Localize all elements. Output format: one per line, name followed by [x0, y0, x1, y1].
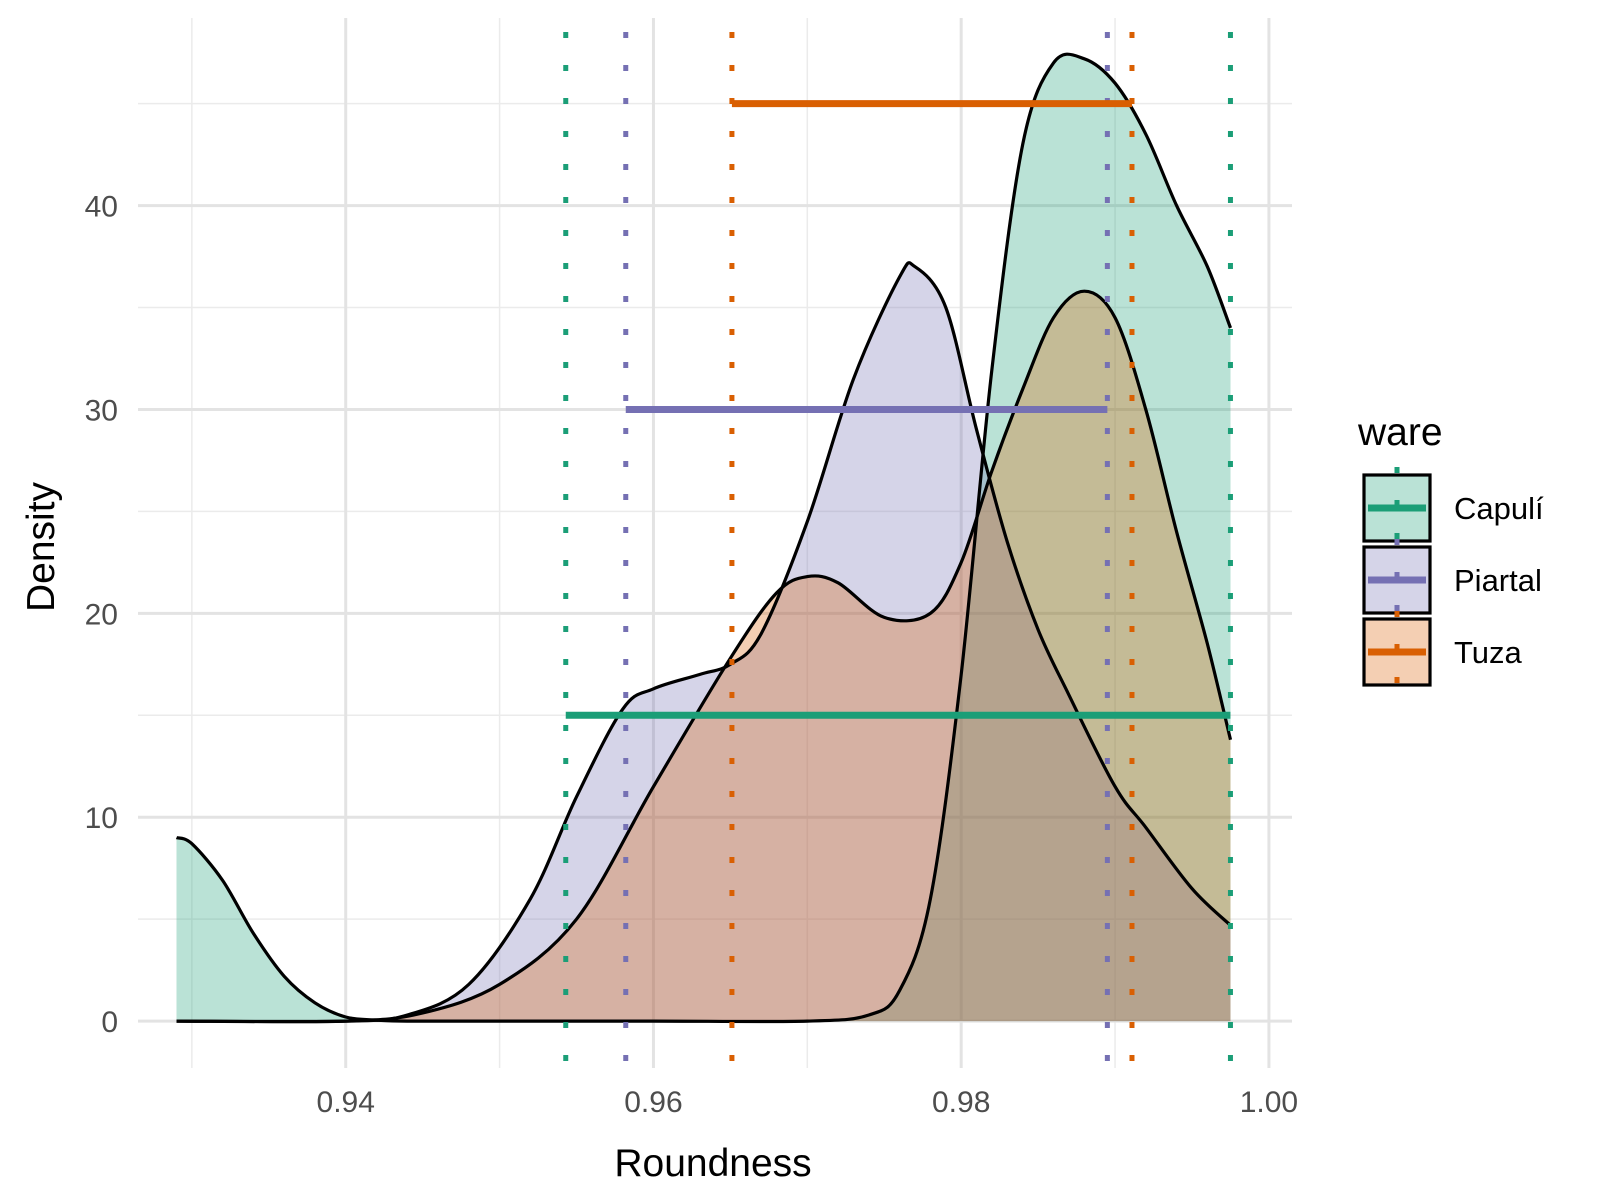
density-area-piartal: [176, 262, 1231, 1022]
legend: ware Capulí Piartal Tuza: [1357, 411, 1544, 693]
density-line-piartal: [176, 261, 1232, 1024]
y-tick-label: 20: [85, 598, 118, 631]
interval-vline-layer: [563, 32, 1233, 1068]
density-line-capulí: [175, 52, 1232, 1024]
y-tick-label: 40: [85, 191, 118, 224]
density-area-layer: [176, 54, 1231, 1022]
legend-title: ware: [1357, 411, 1443, 454]
density-area-tuza: [176, 291, 1231, 1022]
y-tick-label: 0: [101, 1006, 118, 1039]
legend-label-capulí: Capulí: [1454, 491, 1544, 526]
density-line-tuza: [176, 289, 1233, 1024]
density-line-layer: [175, 52, 1233, 1024]
legend-keys: Capulí Piartal Tuza: [1362, 467, 1544, 693]
legend-label-piartal: Piartal: [1454, 563, 1542, 598]
x-tick-label: 0.94: [317, 1086, 375, 1119]
y-tick-label: 10: [85, 802, 118, 835]
y-tick-label: 30: [85, 394, 118, 427]
x-tick-label: 0.96: [624, 1086, 682, 1119]
y-axis-title: Density: [20, 481, 63, 612]
x-axis-title: Roundness: [614, 1142, 811, 1185]
x-tick-label: 0.98: [932, 1086, 990, 1119]
tick-label-layer: 0.94 0.96 0.98 1.00 0 10 20 30 40: [85, 191, 1298, 1119]
x-tick-label: 1.00: [1240, 1086, 1298, 1119]
density-area-capulí: [176, 54, 1231, 1022]
interval-bar-layer: [565, 100, 1231, 719]
legend-label-tuza: Tuza: [1454, 635, 1523, 670]
